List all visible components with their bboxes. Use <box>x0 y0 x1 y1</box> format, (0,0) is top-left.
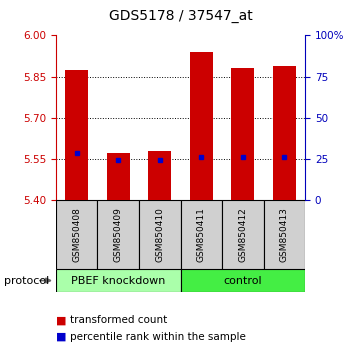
Bar <box>139 200 180 269</box>
Text: GDS5178 / 37547_at: GDS5178 / 37547_at <box>109 9 252 23</box>
Text: percentile rank within the sample: percentile rank within the sample <box>70 332 246 342</box>
Text: GSM850410: GSM850410 <box>155 207 164 262</box>
Text: GSM850409: GSM850409 <box>114 207 123 262</box>
Bar <box>107 153 130 200</box>
Bar <box>264 200 305 269</box>
Text: GSM850411: GSM850411 <box>197 207 206 262</box>
Bar <box>180 269 305 292</box>
Bar <box>97 200 139 269</box>
Text: protocol: protocol <box>4 275 49 286</box>
Bar <box>190 52 213 200</box>
Text: PBEF knockdown: PBEF knockdown <box>71 275 165 286</box>
Bar <box>65 70 88 200</box>
Text: GSM850413: GSM850413 <box>280 207 289 262</box>
Bar <box>222 200 264 269</box>
Text: control: control <box>223 275 262 286</box>
Text: GSM850412: GSM850412 <box>238 207 247 262</box>
Bar <box>56 269 180 292</box>
Text: ■: ■ <box>56 332 66 342</box>
Bar <box>273 66 296 200</box>
Text: transformed count: transformed count <box>70 315 168 325</box>
Bar <box>148 151 171 200</box>
Bar <box>231 68 254 200</box>
Bar <box>180 200 222 269</box>
Bar <box>56 200 97 269</box>
Text: ■: ■ <box>56 315 66 325</box>
Text: GSM850408: GSM850408 <box>72 207 81 262</box>
